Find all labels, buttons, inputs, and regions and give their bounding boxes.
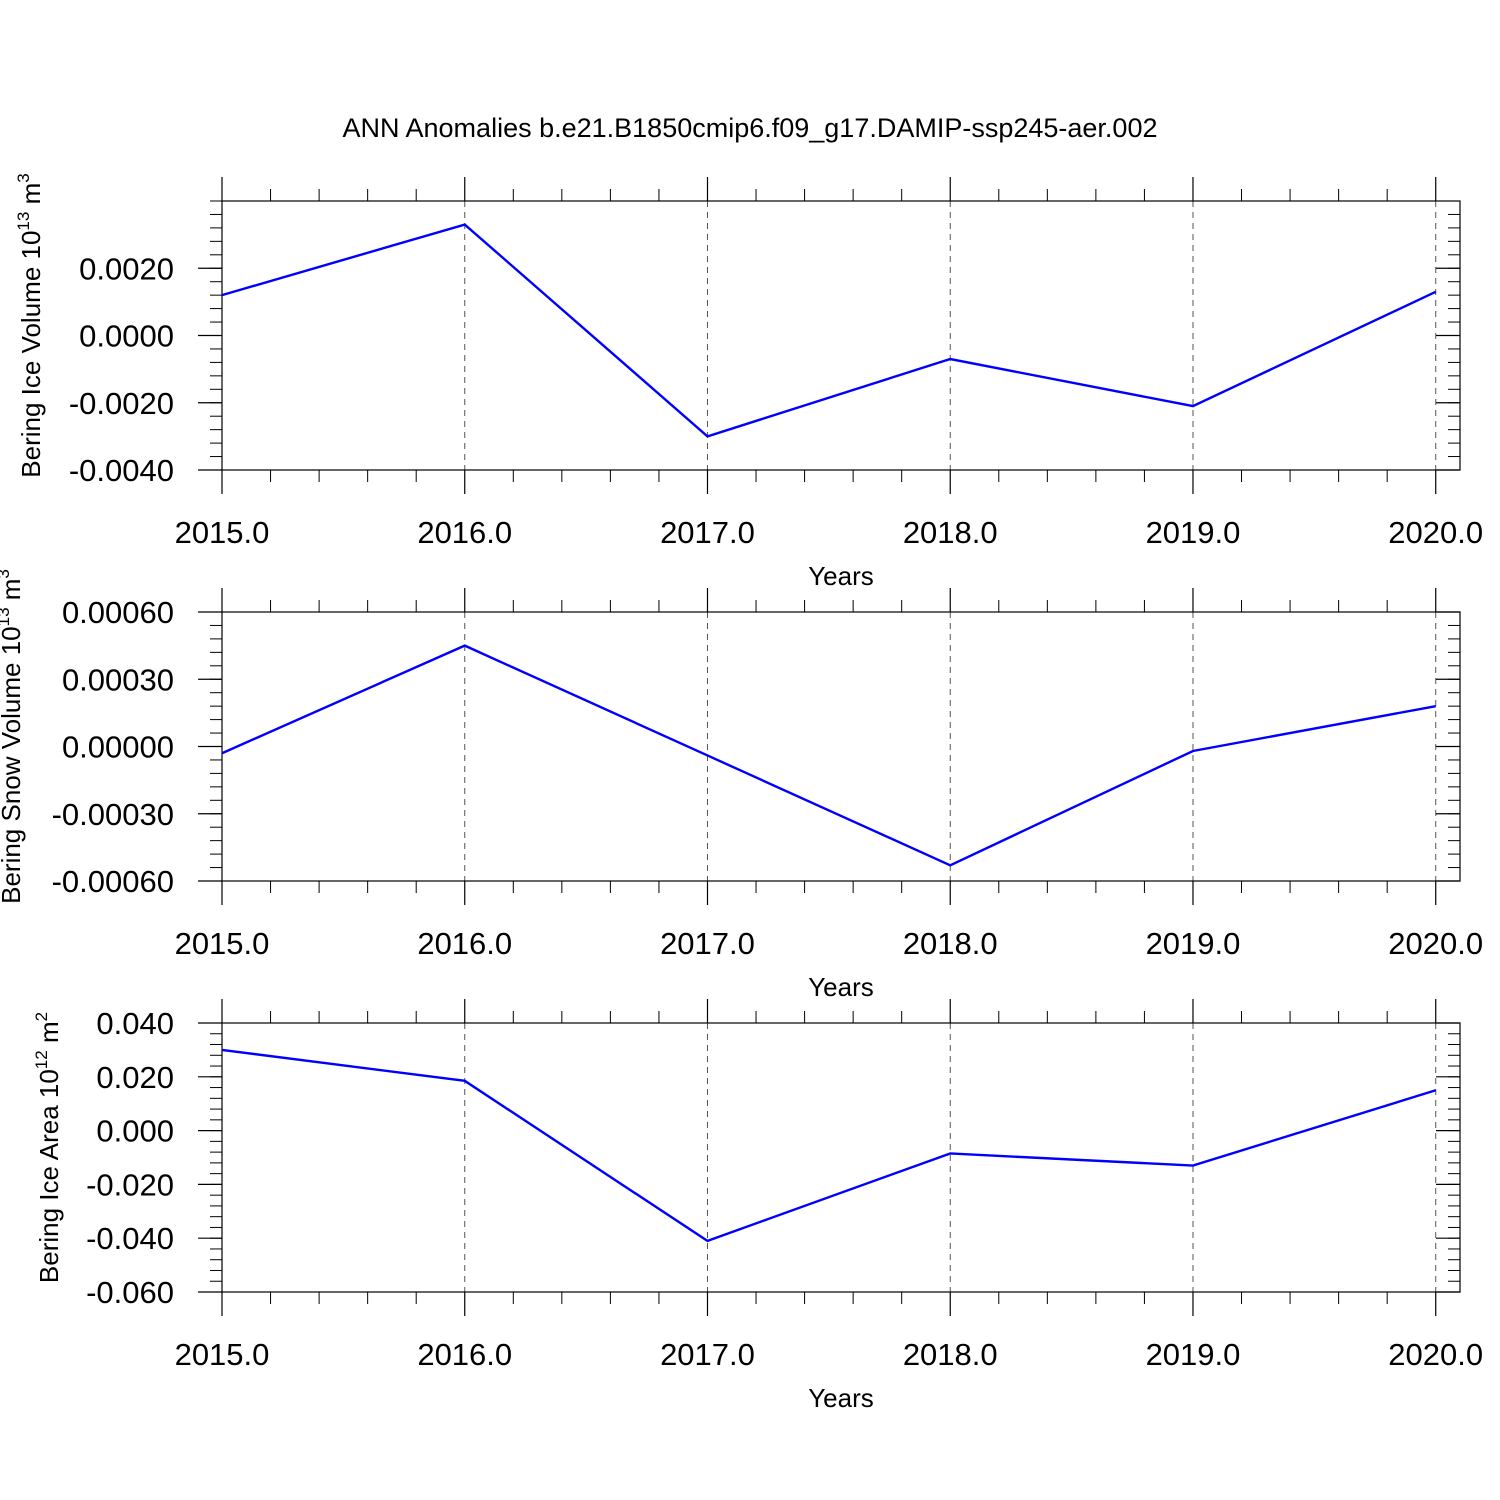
y-tick-label: -0.060 — [86, 1275, 174, 1310]
y-axis-label-unit-exponent: 2 — [32, 1012, 51, 1021]
x-tick-label: 2017.0 — [660, 515, 755, 550]
y-tick-label: 0.040 — [96, 1006, 174, 1041]
chart-panel-2: 2015.0 2016.0 2017.0 2018.0 2019.0 2020.0 0.00… — [0, 569, 1483, 1002]
x-tick-label: 2015.0 — [175, 1337, 270, 1372]
y-axis-label-unit: m — [34, 1021, 64, 1050]
y-axis-label-exponent: 13 — [14, 212, 33, 231]
y-tick-label: 0.00030 — [62, 662, 174, 697]
y-axis-label-unit: m — [0, 579, 26, 608]
x-tick-label: 2020.0 — [1388, 1337, 1483, 1372]
y-tick-label: 0.00000 — [62, 730, 174, 765]
y-tick-label: -0.040 — [86, 1221, 174, 1256]
y-tick-label: -0.020 — [86, 1167, 174, 1202]
y-axis-label-unit-exponent: 3 — [0, 569, 13, 578]
x-tick-label: 2018.0 — [903, 926, 998, 961]
chart-panel-3: 2015.0 2016.0 2017.0 2018.0 2019.0 2020.0 0.04… — [32, 999, 1483, 1413]
y-axis-label: Bering Snow Volume 1013 m3 — [0, 569, 26, 904]
x-axis-label: Years — [808, 972, 874, 1002]
y-tick-label: 0.0020 — [79, 251, 174, 286]
y-axis-label-main: Bering Ice Volume 10 — [16, 231, 46, 478]
x-tick-label: 2019.0 — [1146, 1337, 1241, 1372]
chart-panel-1: 2015.0 2016.0 2017.0 2018.0 2019.0 2020.0 0.00… — [14, 173, 1483, 591]
y-axis-label-exponent: 12 — [32, 1050, 51, 1069]
x-tick-label: 2016.0 — [417, 515, 512, 550]
chart-title: ANN Anomalies b.e21.B1850cmip6.f09_g17.D… — [343, 113, 1158, 143]
y-axis-label: Bering Ice Volume 1013 m3 — [14, 173, 46, 477]
y-tick-label: 0.0000 — [79, 319, 174, 354]
x-tick-label: 2019.0 — [1146, 515, 1241, 550]
x-tick-label: 2016.0 — [417, 926, 512, 961]
y-tick-label: 0.020 — [96, 1060, 174, 1095]
y-axis-label-unit: m — [16, 183, 46, 212]
y-tick-label: -0.00030 — [52, 797, 174, 832]
y-tick-label: 0.00060 — [62, 595, 174, 630]
y-axis-label-unit-exponent: 3 — [14, 173, 33, 182]
x-tick-label: 2018.0 — [903, 515, 998, 550]
y-axis-label: Bering Ice Area 1012 m2 — [32, 1012, 64, 1283]
y-tick-label: -0.00060 — [52, 864, 174, 899]
y-axis-label-exponent: 13 — [0, 607, 13, 626]
x-tick-label: 2017.0 — [660, 926, 755, 961]
series-line-1 — [221, 223, 1437, 438]
x-tick-label: 2020.0 — [1388, 515, 1483, 550]
x-tick-label: 2019.0 — [1146, 926, 1241, 961]
x-tick-label: 2020.0 — [1388, 926, 1483, 961]
series-line-1 — [221, 644, 1436, 867]
chart-panels: 2015.0 2016.0 2017.0 2018.0 2019.0 2020.0 0.00… — [0, 173, 1483, 1413]
x-tick-label: 2015.0 — [175, 515, 270, 550]
plot-frame — [221, 1022, 1461, 1293]
y-tick-label: 0.000 — [96, 1114, 174, 1149]
series-line-1 — [221, 1048, 1437, 1243]
x-tick-label: 2015.0 — [175, 926, 270, 961]
x-tick-label: 2016.0 — [417, 1337, 512, 1372]
y-axis-label-main: Bering Ice Area 10 — [34, 1069, 64, 1283]
x-tick-label: 2017.0 — [660, 1337, 755, 1372]
y-tick-label: -0.0020 — [69, 386, 174, 421]
y-axis-label-main: Bering Snow Volume 10 — [0, 626, 26, 904]
x-axis-label: Years — [808, 561, 874, 591]
y-tick-label: -0.0040 — [69, 453, 174, 488]
x-tick-label: 2018.0 — [903, 1337, 998, 1372]
x-axis-label: Years — [808, 1383, 874, 1413]
